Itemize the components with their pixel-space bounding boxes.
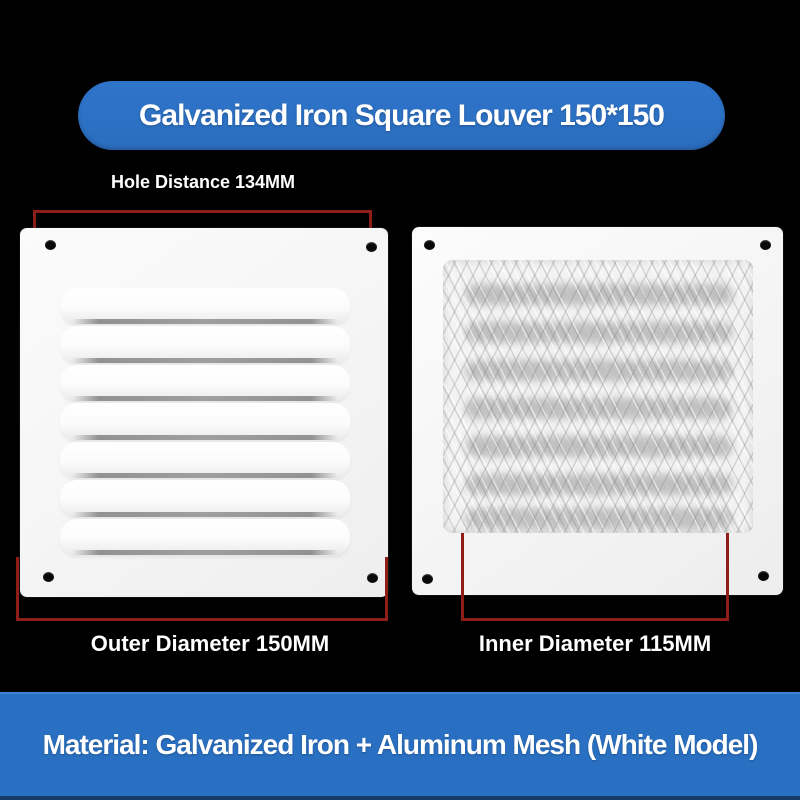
page-title: Galvanized Iron Square Louver 150*150 xyxy=(139,98,665,132)
louver-slat xyxy=(60,403,350,441)
title-banner: Galvanized Iron Square Louver 150*150 xyxy=(78,81,725,150)
louver-shadow xyxy=(465,398,733,419)
outer-diameter-line-right xyxy=(385,557,388,621)
louver-slat xyxy=(60,288,350,326)
louver-slat xyxy=(60,480,350,518)
inner-diameter-line-horizontal xyxy=(461,618,729,621)
louver-slat xyxy=(60,518,350,556)
hole-distance-line-right xyxy=(369,210,372,244)
inner-diameter-line-left xyxy=(461,533,464,621)
inner-diameter-line-right xyxy=(726,533,729,621)
screw-hole xyxy=(43,572,54,582)
screw-hole xyxy=(45,240,56,250)
louver-shadow xyxy=(465,474,733,495)
louver-shadow xyxy=(465,360,733,381)
outer-diameter-line-left xyxy=(16,557,19,621)
screw-hole xyxy=(758,571,769,581)
screw-hole xyxy=(760,240,771,250)
louver-shadow xyxy=(465,322,733,343)
footer-banner: Material: Galvanized Iron + Aluminum Mes… xyxy=(0,692,800,800)
screw-hole xyxy=(366,242,377,252)
louver-slat xyxy=(60,441,350,480)
louver-slat xyxy=(60,364,350,403)
hole-distance-label: Hole Distance 134MM xyxy=(110,172,296,192)
hole-distance-line-left xyxy=(33,210,36,244)
screw-hole xyxy=(367,573,378,583)
outer-diameter-line-horizontal xyxy=(16,618,388,621)
louver-panel-back-mesh xyxy=(412,227,783,595)
material-text: Material: Galvanized Iron + Aluminum Mes… xyxy=(42,729,759,760)
louver-shadow xyxy=(465,508,733,529)
aluminum-mesh xyxy=(443,260,753,533)
screw-hole xyxy=(422,574,433,584)
louver-slat xyxy=(60,326,350,364)
louver-shadow xyxy=(465,284,733,305)
screw-hole xyxy=(424,240,435,250)
louver-panel-front xyxy=(20,228,388,597)
louver-slats xyxy=(60,288,350,557)
hole-distance-line-horizontal xyxy=(34,210,372,213)
inner-diameter-label: Inner Diameter 115MM xyxy=(478,631,712,656)
outer-diameter-label: Outer Diameter 150MM xyxy=(90,631,330,656)
louver-shadow xyxy=(465,436,733,457)
